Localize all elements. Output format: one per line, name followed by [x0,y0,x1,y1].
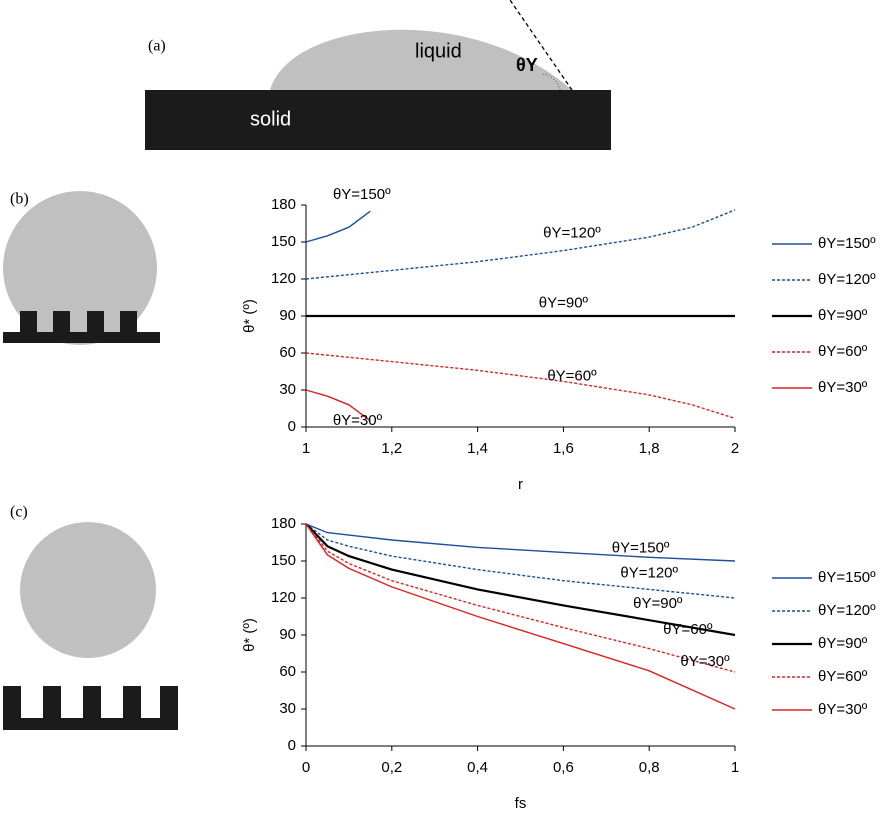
annotation: θY=60º [547,367,597,384]
solid-block [145,90,611,150]
y-tick-label: 30 [279,381,296,398]
series-line [306,353,735,418]
y-tick-label: 60 [279,344,296,361]
legend-label: θY=30º [818,701,868,718]
y-axis-label: θ* (º) [241,618,258,652]
y-tick-label: 120 [271,589,296,606]
x-tick-label: 0,4 [467,759,488,776]
y-tick-label: 150 [271,233,296,250]
y-tick-label: 180 [271,515,296,532]
angle-label: θY [516,55,538,75]
legend-label: θY=90º [818,307,868,324]
x-axis-label: r [518,476,523,493]
x-tick-label: 0,8 [639,759,660,776]
y-tick-label: 0 [288,418,296,435]
x-axis-label: fs [515,795,527,812]
annotation: θY=150º [333,186,391,203]
y-tick-label: 90 [279,307,296,324]
x-tick-label: 0,6 [553,759,574,776]
pillar [20,311,37,333]
series-line [306,524,735,598]
drop [20,522,156,658]
pillar [53,311,70,333]
panel-label: (a) [148,38,166,55]
pillar [120,311,137,333]
series-line [306,211,370,242]
x-tick-label: 1,6 [553,440,574,457]
y-tick-label: 60 [279,663,296,680]
x-tick-label: 1 [302,440,310,457]
legend-label: θY=60º [818,343,868,360]
y-tick-label: 120 [271,270,296,287]
y-tick-label: 150 [271,552,296,569]
panel-label: (c) [10,504,28,521]
annotation: θY=60º [663,621,713,638]
legend-label: θY=120º [818,602,876,619]
legend-label: θY=90º [818,635,868,652]
legend-label: θY=30º [818,379,868,396]
x-tick-label: 0,2 [381,759,402,776]
substrate [3,332,160,343]
annotation: θY=90º [539,295,589,312]
x-tick-label: 1,4 [467,440,488,457]
x-tick-label: 2 [731,440,739,457]
annotation: θY=150º [612,540,670,557]
x-tick-label: 1,2 [381,440,402,457]
legend-label: θY=150º [818,235,876,252]
pillar [160,686,178,719]
series-line [306,524,735,561]
pillar [83,686,101,719]
pillar [43,686,61,719]
solid-label: solid [250,108,291,130]
substrate [3,718,178,730]
annotation: θY=90º [633,595,683,612]
y-axis-label: θ* (º) [241,299,258,333]
annotation: θY=120º [543,224,601,241]
pillar [87,311,104,333]
annotation: θY=30º [333,412,383,429]
y-tick-label: 90 [279,626,296,643]
series-line [306,210,735,279]
annotation: θY=120º [620,564,678,581]
x-tick-label: 1,8 [639,440,660,457]
legend-label: θY=120º [818,271,876,288]
panel-label: (b) [10,191,29,208]
x-tick-label: 1 [731,759,739,776]
pillar [3,686,21,719]
y-tick-label: 30 [279,700,296,717]
annotation: θY=30º [680,653,730,670]
legend-label: θY=60º [818,668,868,685]
y-tick-label: 0 [288,737,296,754]
pillar [123,686,141,719]
y-tick-label: 180 [271,196,296,213]
liquid-label: liquid [415,40,462,62]
figure: (a) solid liquid θY (b) (c) 030609012015… [0,0,892,818]
legend-label: θY=150º [818,569,876,586]
x-tick-label: 0 [302,759,310,776]
